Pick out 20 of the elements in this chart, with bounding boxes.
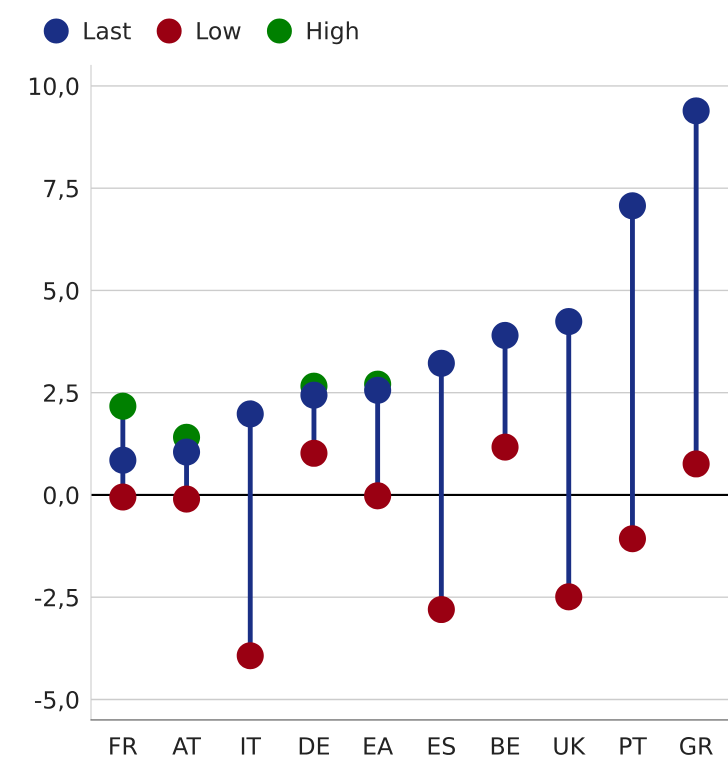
y-tick-label: -2,5 (34, 588, 78, 609)
x-tick-label: UK (554, 737, 586, 755)
x-tick-label: EA (364, 737, 393, 755)
x-tick-label: GR (680, 737, 713, 755)
x-tick-label: AT (172, 737, 201, 755)
y-tick-label: 2,5 (44, 384, 78, 404)
y-tick-label: -5,0 (34, 690, 78, 712)
y-tick-label: 5,0 (44, 282, 78, 302)
x-tick-label: ES (428, 737, 455, 755)
x-tick-label: IT (242, 737, 262, 755)
y-tick-label: 10,0 (30, 77, 78, 98)
legend-label: Low (197, 22, 241, 40)
x-tick-label: FR (110, 737, 138, 755)
legend-label: Last (84, 22, 131, 40)
x-tick-label: DE (300, 737, 329, 755)
legend-label: High (308, 21, 358, 44)
y-tick-label: 7,5 (44, 180, 78, 200)
x-tick-label: PT (620, 737, 647, 755)
x-tick-label: BE (492, 737, 520, 755)
y-tick-label: 0,0 (44, 486, 78, 507)
